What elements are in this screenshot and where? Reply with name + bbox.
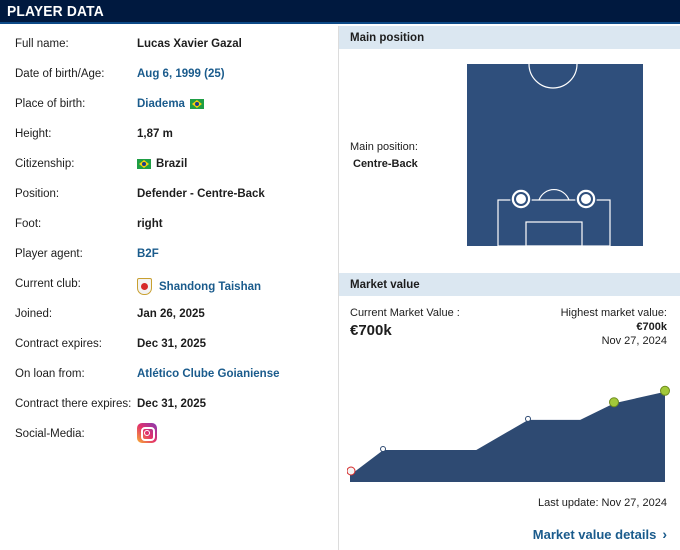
highest-market-value-label: Highest market value: (560, 307, 667, 319)
highest-market-value: €700k (636, 321, 667, 333)
social-media-value (137, 423, 157, 443)
citizenship-value: Brazil (137, 158, 187, 170)
current-club-link[interactable]: Shandong Taishan (159, 280, 262, 293)
right-column: Main position Main position: Centre-Back… (338, 26, 680, 550)
chart-point[interactable] (380, 446, 386, 453)
chevron-right-icon: › (662, 526, 667, 542)
info-row-on-loan-from: On loan from: Atlético Clube Goianiense (0, 360, 336, 390)
info-row-position: Position: Defender - Centre-Back (0, 180, 336, 210)
brazil-flag-icon (189, 99, 204, 109)
goal-area (525, 221, 583, 247)
place-of-birth-value: Diadema (137, 98, 204, 110)
market-value-header: Market value (339, 273, 680, 296)
full-name-value: Lucas Xavier Gazal (137, 38, 242, 50)
info-row-contract-expires: Contract expires: Dec 31, 2025 (0, 330, 336, 360)
joined-value: Jan 26, 2025 (137, 308, 205, 320)
chart-point[interactable] (660, 385, 670, 396)
on-loan-from-link[interactable]: Atlético Clube Goianiense (137, 368, 280, 380)
info-row-social-media: Social-Media: (0, 420, 336, 450)
market-value-area (350, 390, 665, 482)
main-position-value: Centre-Back (353, 158, 418, 170)
info-label: Citizenship: (15, 158, 75, 170)
position-marker-right (575, 188, 597, 210)
info-label: Contract expires: (15, 338, 102, 350)
current-market-value-label: Current Market Value : (350, 307, 460, 319)
info-label: Joined: (15, 308, 53, 320)
info-row-date-of-birth: Date of birth/Age: Aug 6, 1999 (25) (0, 60, 336, 90)
market-value-details-link[interactable]: Market value details › (533, 526, 667, 542)
position-marker-left (510, 188, 532, 210)
center-circle-arc (528, 63, 578, 89)
pitch-diagram (465, 62, 645, 248)
brazil-flag-icon (137, 159, 151, 169)
chart-point-start[interactable] (347, 466, 356, 476)
current-market-value: €700k (350, 322, 392, 339)
info-label: Foot: (15, 218, 42, 230)
last-update: Last update: Nov 27, 2024 (537, 497, 667, 509)
info-row-current-club: Current club: Shandong Taishan (0, 270, 336, 300)
info-row-contract-there-expires: Contract there expires: Dec 31, 2025 (0, 390, 336, 420)
player-agent-link[interactable]: B2F (137, 248, 159, 260)
contract-expires-value: Dec 31, 2025 (137, 338, 207, 350)
page-title: PLAYER DATA (7, 3, 104, 20)
info-row-place-of-birth: Place of birth: Diadema (0, 90, 336, 120)
place-of-birth-link[interactable]: Diadema (137, 98, 185, 110)
contract-there-expires-value: Dec 31, 2025 (137, 398, 207, 410)
foot-value: right (137, 218, 163, 230)
player-data-header: PLAYER DATA (0, 0, 680, 24)
penalty-arc (538, 188, 570, 201)
info-label: Full name: (15, 38, 69, 50)
info-label: Place of birth: (15, 98, 86, 110)
info-row-full-name: Full name: Lucas Xavier Gazal (0, 30, 336, 60)
info-label: Social-Media: (15, 428, 85, 440)
info-label: On loan from: (15, 368, 85, 380)
info-label: Current club: (15, 278, 81, 290)
citizenship-text: Brazil (156, 158, 188, 170)
main-position-header: Main position (339, 26, 680, 49)
info-label: Date of birth/Age: (15, 68, 105, 80)
market-value-chart[interactable] (347, 356, 674, 486)
info-row-citizenship: Citizenship: Brazil (0, 150, 336, 180)
info-row-foot: Foot: right (0, 210, 336, 240)
position-marker-left-ring (514, 192, 528, 206)
market-value-details-label: Market value details (532, 526, 657, 542)
info-row-height: Height: 1,87 m (0, 120, 336, 150)
main-position-label: Main position: (350, 141, 418, 153)
market-value-points (347, 385, 670, 476)
instagram-icon[interactable] (137, 423, 157, 443)
position-value: Defender - Centre-Back (137, 188, 265, 200)
info-row-player-agent: Player agent: B2F (0, 240, 336, 270)
info-label: Player agent: (15, 248, 83, 260)
chart-point[interactable] (525, 415, 531, 422)
info-label: Height: (15, 128, 52, 140)
date-of-birth-link[interactable]: Aug 6, 1999 (25) (137, 68, 225, 80)
chart-point[interactable] (609, 397, 619, 408)
info-label: Contract there expires: (15, 398, 132, 410)
info-label: Position: (15, 188, 60, 200)
info-row-joined: Joined: Jan 26, 2025 (0, 300, 336, 330)
current-club-value: Shandong Taishan (137, 278, 261, 295)
height-value: 1,87 m (137, 128, 173, 140)
club-crest-icon[interactable] (137, 278, 152, 295)
highest-market-value-date: Nov 27, 2024 (601, 335, 667, 347)
pitch-surface (467, 64, 643, 246)
player-info-table: Full name: Lucas Xavier Gazal Date of bi… (0, 30, 336, 450)
position-marker-right-ring (579, 192, 593, 206)
